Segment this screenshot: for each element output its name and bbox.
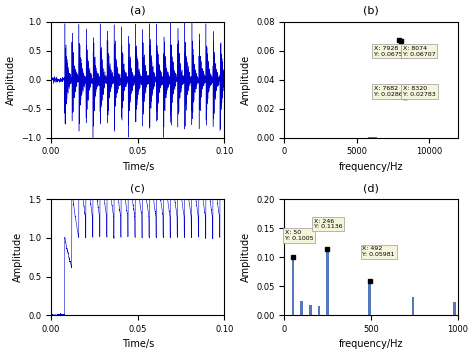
Text: X: 7682
Y: 0.02869: X: 7682 Y: 0.02869: [374, 86, 407, 97]
Bar: [368, 280, 371, 315]
X-axis label: frequency/Hz: frequency/Hz: [339, 162, 403, 172]
Bar: [327, 250, 329, 315]
Text: X: 246
Y: 0.1136: X: 246 Y: 0.1136: [314, 219, 343, 229]
Title: (c): (c): [130, 183, 145, 193]
X-axis label: Time/s: Time/s: [122, 339, 154, 349]
X-axis label: Time/s: Time/s: [122, 162, 154, 172]
Bar: [318, 306, 320, 315]
Text: X: 7928
Y: 0.06753: X: 7928 Y: 0.06753: [374, 46, 407, 56]
Bar: [309, 305, 312, 315]
Bar: [301, 301, 303, 315]
X-axis label: frequency/Hz: frequency/Hz: [339, 339, 403, 349]
Bar: [292, 257, 294, 315]
Text: X: 8320
Y: 0.02783: X: 8320 Y: 0.02783: [403, 86, 436, 97]
Y-axis label: Amplitude: Amplitude: [241, 55, 251, 105]
Y-axis label: Amplitude: Amplitude: [12, 232, 23, 282]
Text: X: 50
Y: 0.1005: X: 50 Y: 0.1005: [285, 230, 313, 241]
Title: (b): (b): [363, 6, 379, 16]
Title: (d): (d): [363, 183, 379, 193]
Bar: [411, 297, 414, 315]
Y-axis label: Amplitude: Amplitude: [241, 232, 251, 282]
Title: (a): (a): [130, 6, 146, 16]
Text: X: 8074
Y: 0.06707: X: 8074 Y: 0.06707: [403, 46, 436, 56]
Text: X: 492
Y: 0.05981: X: 492 Y: 0.05981: [363, 246, 395, 257]
Y-axis label: Amplitude: Amplitude: [6, 55, 16, 105]
Bar: [453, 302, 456, 315]
